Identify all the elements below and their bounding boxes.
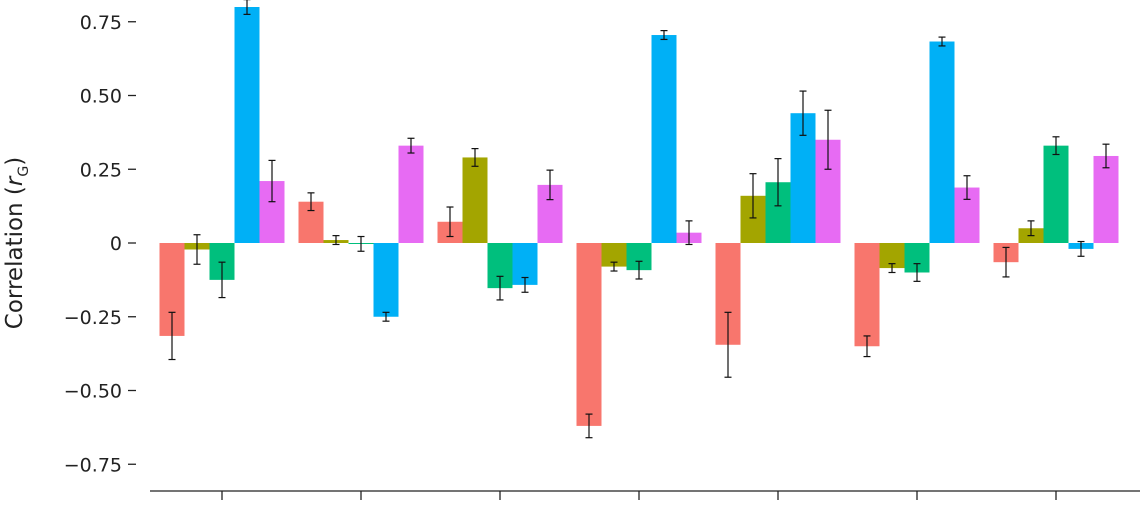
x-axis — [150, 490, 1140, 500]
bar — [576, 243, 602, 426]
y-axis-title-subscript: G — [16, 166, 32, 177]
bar — [651, 35, 677, 244]
y-axis: −0.75 −0.50 −0.25 0 0.25 0.50 0.75 — [64, 12, 136, 476]
bars — [159, 7, 1119, 426]
bar — [1093, 155, 1119, 243]
y-tick-label: 0 — [110, 233, 122, 255]
bar — [462, 157, 488, 243]
y-axis-title-italic: r — [2, 175, 28, 186]
error-bars — [168, 0, 1110, 439]
bar — [373, 243, 399, 317]
bar — [1043, 145, 1069, 243]
bar — [234, 7, 260, 243]
bar — [601, 243, 627, 267]
y-tick-label: −0.25 — [64, 307, 122, 329]
bar — [854, 243, 880, 347]
y-tick-label: −0.75 — [64, 454, 122, 476]
y-tick-label: 0.50 — [80, 86, 122, 108]
y-axis-title-close: ) — [2, 157, 28, 166]
bar — [398, 145, 424, 243]
y-tick-label: 0.25 — [80, 159, 122, 181]
y-axis-title-text: Correlation ( — [2, 186, 28, 329]
bar — [929, 41, 955, 243]
y-tick-label: −0.50 — [64, 381, 122, 403]
y-tick-label: 0.75 — [80, 12, 122, 34]
y-axis-title: Correlation (rG) — [2, 157, 32, 329]
svg-text:Correlation (rG): Correlation (rG) — [2, 157, 32, 329]
